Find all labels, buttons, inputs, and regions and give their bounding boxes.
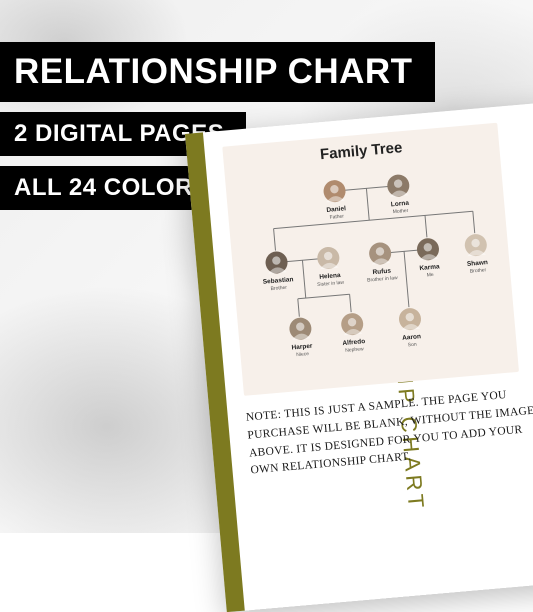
tree-node-shawn: ShawnBrother: [464, 233, 489, 275]
tree-edge: [404, 251, 409, 307]
tree-node-lorna: LornaMother: [386, 174, 411, 216]
tree-edge: [366, 188, 369, 220]
node-role: Niece: [296, 351, 309, 358]
headline-banner-1: RELATIONSHIP CHART: [0, 42, 435, 102]
tree-node-rufus: RufusBrother in law: [364, 241, 398, 284]
family-tree-panel: Family Tree DanielFatherLornaMotherSebas…: [222, 123, 519, 396]
sample-note-text: NOTE: THIS IS JUST A SAMPLE. THE PAGE YO…: [245, 385, 533, 481]
node-role: Brother: [270, 285, 287, 292]
tree-edge: [274, 229, 276, 251]
node-role: Brother in law: [367, 275, 398, 284]
tree-edge: [473, 211, 475, 233]
node-role: Father: [329, 213, 344, 220]
page-body: RELATIONSHIP CHART Family Tree DanielFat…: [185, 102, 533, 612]
tree-edge: [425, 215, 427, 237]
node-role: Mother: [393, 208, 409, 215]
family-tree-diagram: DanielFatherLornaMotherSebastianBrotherH…: [225, 151, 518, 384]
tree-node-sebastian: SebastianBrother: [260, 250, 294, 293]
node-name: Karma: [419, 263, 440, 272]
node-role: Nephew: [345, 346, 364, 354]
tree-node-helena: HelenaSister in law: [314, 246, 345, 288]
tree-node-aaron: AaronSon: [398, 307, 423, 349]
tree-edge: [302, 260, 305, 298]
product-page-preview: RELATIONSHIP CHART Family Tree DanielFat…: [185, 102, 533, 612]
node-name: Harper: [291, 343, 313, 352]
tree-node-alfredo: AlfredoNephew: [340, 312, 366, 354]
tree-node-daniel: DanielFather: [323, 179, 348, 221]
node-role: Brother: [470, 267, 487, 274]
node-name: Sebastian: [263, 276, 294, 286]
tree-node-karma: KarmaMe: [416, 237, 441, 279]
node-name: Aaron: [402, 333, 421, 342]
node-role: Me: [427, 272, 435, 279]
node-role: Sister in law: [317, 280, 345, 288]
node-role: Son: [408, 342, 418, 349]
tree-edge: [274, 211, 473, 228]
tree-edge: [298, 299, 300, 317]
tree-node-harper: HarperNiece: [288, 317, 313, 359]
tree-edge: [350, 294, 352, 312]
